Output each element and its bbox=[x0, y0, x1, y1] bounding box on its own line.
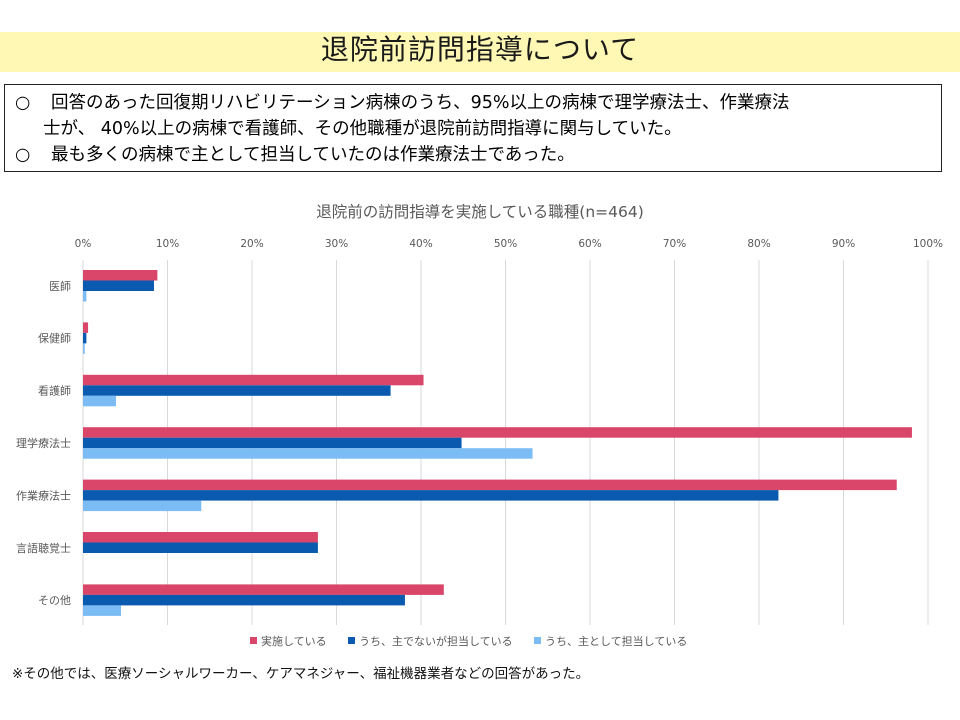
category-label: その他 bbox=[38, 594, 71, 607]
bar bbox=[83, 322, 89, 333]
bar bbox=[83, 490, 779, 501]
category-label: 理学療法士 bbox=[16, 436, 71, 450]
summary-bullet-1-line2: 士が、 40%以上の病棟で看護師、その他職種が退院前訪問指導に関与していた。 bbox=[43, 119, 682, 139]
bar bbox=[83, 343, 85, 354]
category-label: 医師 bbox=[49, 280, 71, 293]
legend-swatch bbox=[348, 637, 355, 644]
x-tick-label: 20% bbox=[240, 238, 263, 250]
x-tick-label: 10% bbox=[156, 238, 179, 250]
summary-bullet-1: ○ 回答のあった回復期リハビリテーション病棟のうち、95%以上の病棟で理学療法士、… bbox=[15, 91, 790, 115]
bar-chart: 退院前の訪問指導を実施している職種(n=464) 0% 10% 20% 30% 40% 50… bbox=[16, 202, 943, 648]
page-title: 退院前訪問指導について bbox=[320, 33, 640, 66]
footnote: ※その他では、医療ソーシャルワーカー、ケアマネジャー、福祉機器業者などの回答があ… bbox=[12, 666, 590, 682]
category-label: 看護師 bbox=[38, 384, 71, 398]
legend-label: うち、主でないが担当している bbox=[359, 634, 513, 648]
x-tick-label: 60% bbox=[578, 238, 601, 250]
legend-swatch bbox=[534, 637, 541, 644]
bar bbox=[83, 479, 897, 491]
x-tick-label: 0% bbox=[75, 238, 92, 250]
summary-bullet-2-line1: 最も多くの病棟で主として担当していたのは作業療法士であった。 bbox=[51, 145, 575, 165]
legend-label: うち、主として担当している bbox=[545, 634, 687, 648]
x-tick-label: 70% bbox=[663, 238, 686, 250]
category-label: 言語聴覚士 bbox=[16, 541, 71, 555]
summary-bullet-1-line1: 回答のあった回復期リハビリテーション病棟のうち、95%以上の病棟で理学療法士、作… bbox=[51, 93, 790, 113]
bullet-mark: ○ bbox=[15, 145, 31, 165]
bar bbox=[83, 374, 424, 386]
bar bbox=[83, 280, 154, 291]
bar bbox=[83, 542, 318, 553]
bar bbox=[83, 427, 912, 438]
category-label: 保健師 bbox=[38, 331, 71, 345]
bar bbox=[83, 500, 202, 512]
bar bbox=[83, 332, 87, 344]
category-label: 作業療法士 bbox=[16, 488, 71, 502]
x-tick-label: 90% bbox=[832, 238, 855, 250]
bar bbox=[83, 532, 318, 543]
legend-label: 実施している bbox=[261, 634, 327, 648]
summary-box: ○ 回答のあった回復期リハビリテーション病棟のうち、95%以上の病棟で理学療法士、… bbox=[4, 84, 942, 172]
bar bbox=[83, 448, 533, 459]
legend-swatch bbox=[250, 637, 257, 644]
bar bbox=[83, 291, 87, 302]
bar bbox=[83, 270, 158, 281]
summary-bullet-2: ○ 最も多くの病棟で主として担当していたのは作業療法士であった。 bbox=[15, 143, 575, 167]
x-tick-label: 30% bbox=[325, 238, 348, 250]
chart-title: 退院前の訪問指導を実施している職種(n=464) bbox=[316, 202, 644, 221]
x-tick-label: 40% bbox=[409, 238, 432, 250]
x-tick-label: 80% bbox=[747, 238, 770, 250]
bar bbox=[83, 395, 116, 407]
bar bbox=[83, 594, 405, 606]
x-tick-label: 100% bbox=[913, 238, 943, 250]
bar bbox=[83, 385, 391, 396]
x-tick-label: 50% bbox=[494, 238, 517, 250]
bar bbox=[83, 605, 122, 616]
bar bbox=[83, 437, 462, 449]
bullet-mark: ○ bbox=[15, 93, 31, 113]
title-band bbox=[0, 32, 960, 72]
bar bbox=[83, 584, 444, 595]
